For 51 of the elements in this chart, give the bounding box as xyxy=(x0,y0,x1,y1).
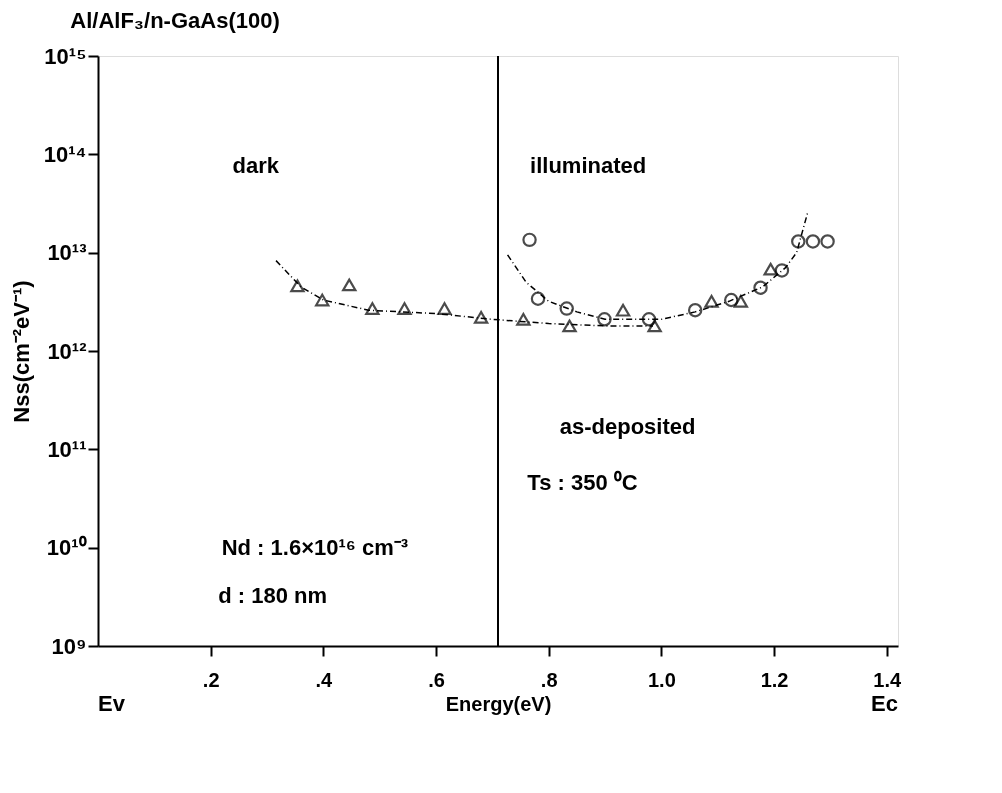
x-tick-label: 1.4 xyxy=(873,668,903,691)
point xyxy=(763,262,778,276)
x-tick-label: .6 xyxy=(428,668,445,691)
annotation: Ts : 350 ⁰C xyxy=(527,470,638,496)
text: Ev xyxy=(98,691,126,716)
point xyxy=(774,263,790,278)
point xyxy=(342,278,357,292)
x-tick-label: .8 xyxy=(540,668,558,691)
y-axis-title: Nss(cm⁻²eV⁻¹) xyxy=(8,280,34,423)
y-tick-label: 10¹⁴ xyxy=(43,141,87,167)
annotation: d : 180 nm xyxy=(218,583,328,609)
point xyxy=(473,310,489,324)
y-tick-label: 10¹³ xyxy=(47,240,87,266)
point xyxy=(820,234,835,249)
x-tick-label: 1.0 xyxy=(647,668,676,691)
text: Ec xyxy=(871,691,898,716)
point xyxy=(290,279,305,293)
point xyxy=(516,312,531,326)
point xyxy=(733,294,749,308)
y-tick-label: 10⁹ xyxy=(51,633,87,659)
point xyxy=(522,232,537,248)
point xyxy=(559,301,574,316)
point xyxy=(641,312,657,327)
annotation: illuminated xyxy=(530,153,647,179)
point xyxy=(687,302,703,318)
point xyxy=(365,302,380,315)
x-tick-label: .4 xyxy=(315,668,334,691)
y-tick-label: 10¹⁰ xyxy=(46,535,87,561)
point xyxy=(724,292,739,308)
point xyxy=(315,293,330,307)
point xyxy=(791,234,806,249)
point xyxy=(597,312,612,327)
y-tick-label: 10¹⁵ xyxy=(44,43,87,69)
point xyxy=(753,280,768,295)
x-axis-title: Energy(eV) xyxy=(445,692,552,715)
point xyxy=(397,302,412,315)
annotation: as-deposited xyxy=(559,413,696,439)
point xyxy=(704,294,719,308)
point xyxy=(615,303,631,317)
point xyxy=(530,291,546,306)
y-tick-label: 10¹¹ xyxy=(47,436,87,462)
point xyxy=(647,319,662,333)
point xyxy=(562,319,577,333)
annotation: Nd : 1.6×10¹⁶ cm⁻³ xyxy=(221,534,409,560)
y-tick-label: 10¹² xyxy=(47,338,87,364)
point xyxy=(437,302,452,315)
annotation: dark xyxy=(232,153,280,179)
x-tick-label: 1.2 xyxy=(760,668,789,691)
point xyxy=(805,234,821,249)
chart-title: Al/AlF₃/n-GaAs(100) xyxy=(70,8,280,33)
x-tick-label: .2 xyxy=(202,668,220,691)
